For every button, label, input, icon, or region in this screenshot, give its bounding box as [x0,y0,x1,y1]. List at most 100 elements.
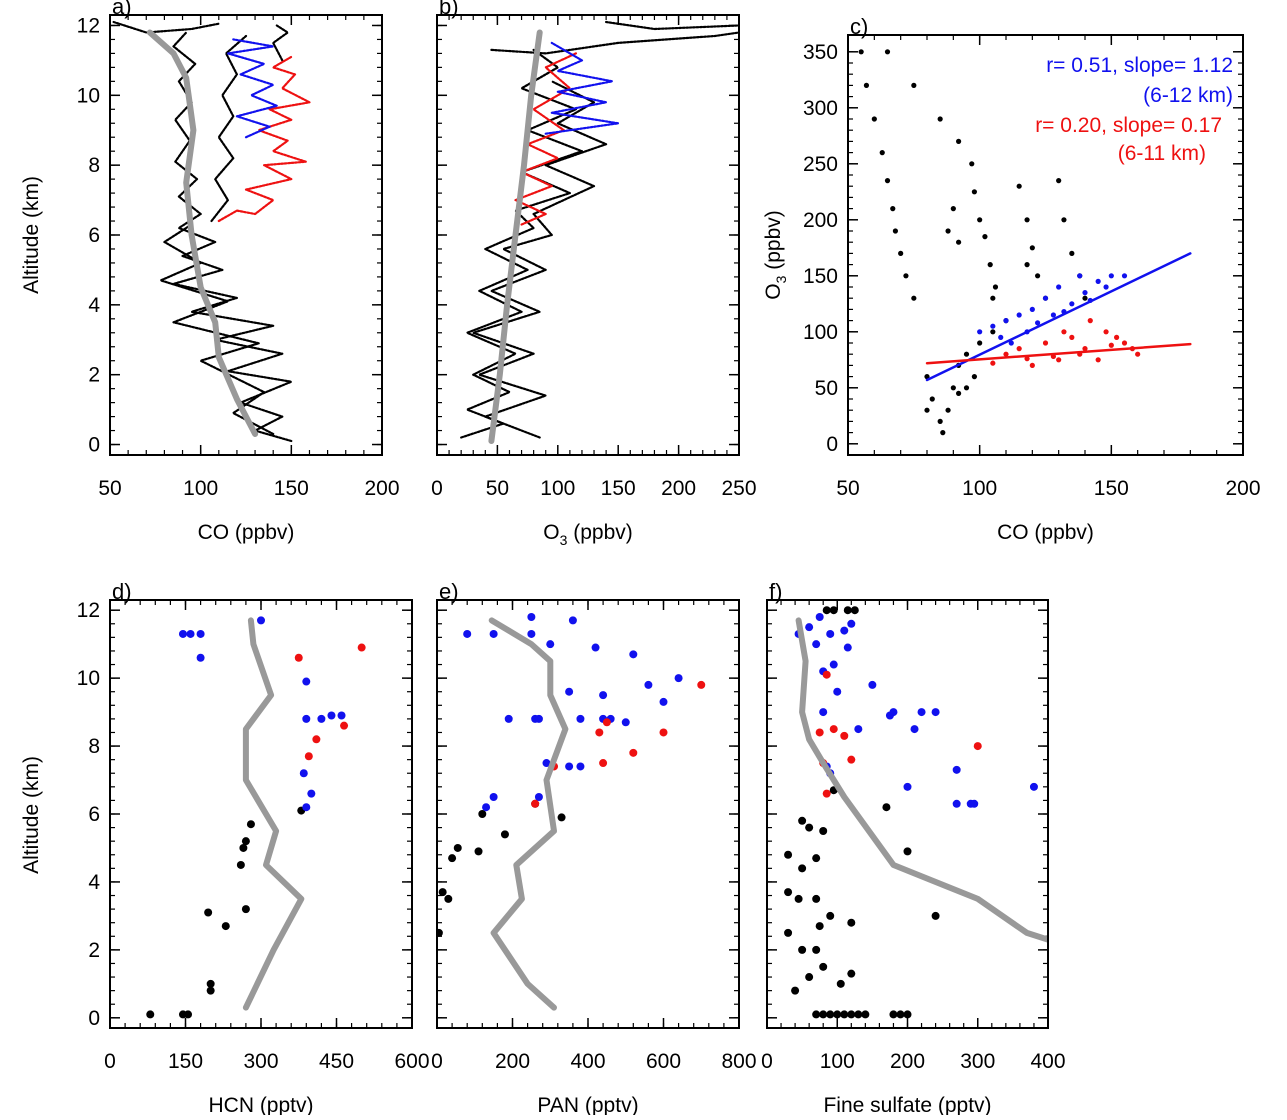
point-black [812,894,821,903]
point-black [1024,262,1030,268]
point-black [474,847,483,856]
series-blue-line-6 [226,38,278,139]
point-black [1024,217,1030,223]
point-blue [527,629,536,638]
y-tick-label: 150 [803,265,838,288]
point-blue [998,334,1004,340]
point-black [833,1010,842,1019]
point-black [798,864,807,873]
point-blue [629,650,638,659]
point-blue [931,708,940,717]
x-axis-title: Fine sulfate (pptv) [823,1094,991,1115]
point-blue [257,616,265,625]
point-black [784,928,793,937]
point-blue [917,708,926,717]
panel-b: 0 50 100 150 200 250 b) O3 (ppbv) [431,0,756,548]
y-axis-title: Altitude (km) [20,176,43,294]
point-blue [819,708,828,717]
point-black [945,407,951,413]
y-tick-label: 12 [77,14,100,37]
point-black [1069,250,1075,256]
plot-frame [766,599,1049,1029]
x-axis-title: CO (ppbv) [997,521,1094,544]
panel-label: d) [112,579,132,604]
point-black [1056,178,1062,184]
point-black [819,962,828,971]
point-black [971,374,978,380]
x-tick-label: 150 [168,1050,203,1073]
point-red [304,752,313,761]
point-blue [1082,290,1088,296]
point-red [1135,351,1141,357]
series-layer [112,20,311,443]
y-tick-label: 4 [88,871,100,894]
point-black [812,1010,821,1019]
point-black [879,150,885,156]
point-blue [599,691,608,700]
point-blue [504,714,513,723]
x-tick-label: 800 [721,1050,756,1073]
point-black [940,430,946,436]
point-red [599,759,608,768]
point-blue [1056,284,1062,290]
point-black [903,1010,912,1019]
point-black [982,234,988,240]
point-black [798,816,807,825]
point-black [903,847,912,856]
x-tick-label: 50 [836,477,859,500]
point-red [1103,329,1109,335]
point-blue [196,653,205,662]
annotation: r= 0.51, slope= 1.12 [1046,54,1233,77]
point-red [357,643,366,652]
point-blue [307,789,316,798]
x-axis-title: HCN (pptv) [208,1094,313,1115]
point-blue [621,718,630,727]
point-black [931,911,940,920]
point-red [1061,329,1067,335]
point-red [659,728,668,737]
point-blue [1108,273,1114,279]
point-black [861,1010,870,1019]
point-red [829,725,838,734]
panel-label: a) [112,0,132,19]
point-blue [1029,306,1035,312]
y-tick-label: 350 [803,41,838,64]
x-axis-title: CO (ppbv) [198,521,295,544]
x-axis-title: O3 (ppbv) [543,521,633,548]
point-black [884,49,891,55]
x-tick-label: 200 [661,477,696,500]
point-black [850,606,859,615]
point-black [204,908,213,917]
point-black [819,826,828,835]
point-red [1087,318,1093,324]
panel-a: 50 100 150 200 0 2 4 6 8 10 12 a) CO (ppbv) Altitude … [20,0,400,544]
point-red [840,731,849,740]
x-tick-label: 50 [98,477,121,500]
point-blue [847,619,856,628]
point-blue [815,612,824,621]
x-tick-label: 0 [431,1050,443,1073]
point-blue [977,329,983,335]
point-red [1056,357,1062,363]
series-gray-thick-6 [488,29,543,444]
y-tick-label: 200 [803,209,838,232]
point-black [826,911,835,920]
point-black [840,1010,849,1019]
point-blue [812,640,821,649]
x-tick-label: 200 [364,477,399,500]
point-black [977,217,983,223]
series-layer [460,20,739,444]
y-tick-label: 6 [88,224,100,247]
y-tick-label: 0 [826,433,838,456]
point-black [1061,217,1067,223]
point-red [340,721,349,730]
point-red [822,670,831,679]
point-black [241,905,250,914]
x-tick-label: 400 [570,1050,605,1073]
series-gray-thick-3 [488,617,569,1011]
annotation: (6-12 km) [1143,84,1233,107]
point-blue [534,714,543,723]
x-tick-label: 0 [431,477,443,500]
point-blue [576,714,585,723]
